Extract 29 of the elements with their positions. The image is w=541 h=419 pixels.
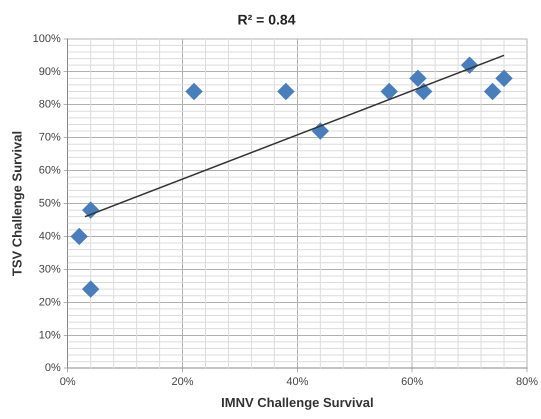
point: [380, 83, 398, 100]
y-tick-label: 80%: [38, 98, 61, 111]
point: [186, 83, 203, 100]
y-tick-label: 30%: [38, 263, 61, 276]
point: [415, 83, 432, 100]
y-tick-label: 10%: [38, 329, 61, 342]
y-tick-label: 20%: [38, 296, 61, 308]
y-tick-label: 60%: [38, 164, 61, 177]
point: [312, 122, 329, 140]
chart-title: R² = 0.84: [238, 11, 296, 28]
x-tick-label: 60%: [401, 376, 424, 388]
x-tick-label: 20%: [172, 376, 194, 388]
x-tick-label: 40%: [286, 376, 309, 388]
point: [484, 83, 502, 100]
point: [70, 228, 88, 245]
x-tick-label: 0%: [60, 376, 76, 388]
y-tick-label: 100%: [32, 32, 61, 45]
point: [277, 83, 294, 100]
point: [82, 280, 100, 298]
y-axis-title: TSV Challenge Survival: [9, 130, 24, 276]
point: [496, 70, 513, 87]
y-tick-label: 0%: [44, 362, 61, 374]
point: [409, 70, 426, 87]
x-tick-label: 80%: [516, 376, 538, 388]
y-tick-label: 40%: [38, 230, 61, 242]
y-tick-label: 90%: [38, 66, 61, 78]
y-tick-label: 50%: [38, 198, 61, 210]
y-tick-label: 70%: [38, 132, 61, 144]
x-axis-title: IMNV Challenge Survival: [221, 394, 374, 410]
